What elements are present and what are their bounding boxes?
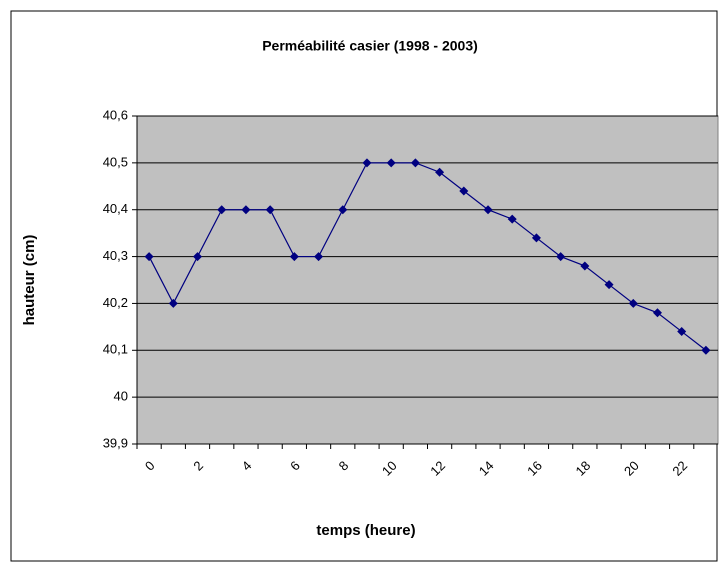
y-tick-label: 40,5 [103,154,128,169]
data-point [701,345,711,355]
data-point [217,205,227,215]
y-tick-label: 40 [114,389,128,404]
data-point [652,308,662,318]
data-point [410,158,420,168]
chart-title: Perméabilité casier (1998 - 2003) [262,38,478,54]
plot-area [136,115,719,445]
data-point [556,252,566,262]
data-point [604,280,614,290]
data-point [628,298,638,308]
data-point [435,167,445,177]
data-point [241,205,251,215]
x-axis-label: temps (heure) [316,522,415,539]
data-point [193,252,203,262]
data-point [483,205,493,215]
data-point [168,298,178,308]
y-tick-label: 40,4 [103,201,128,216]
data-point [289,252,299,262]
data-point [507,214,517,224]
data-point [386,158,396,168]
data-point [144,252,154,262]
data-point [314,252,324,262]
data-point [265,205,275,215]
y-axis-label: hauteur (cm) [21,235,38,326]
data-point [531,233,541,243]
y-tick-label: 40,1 [103,342,128,357]
y-tick-label: 40,6 [103,107,128,122]
data-point [677,327,687,337]
data-point [580,261,590,271]
data-point [362,158,372,168]
y-tick-label: 40,3 [103,248,128,263]
y-tick-label: 39,9 [103,435,128,450]
data-point [459,186,469,196]
data-point [338,205,348,215]
y-tick-label: 40,2 [103,295,128,310]
